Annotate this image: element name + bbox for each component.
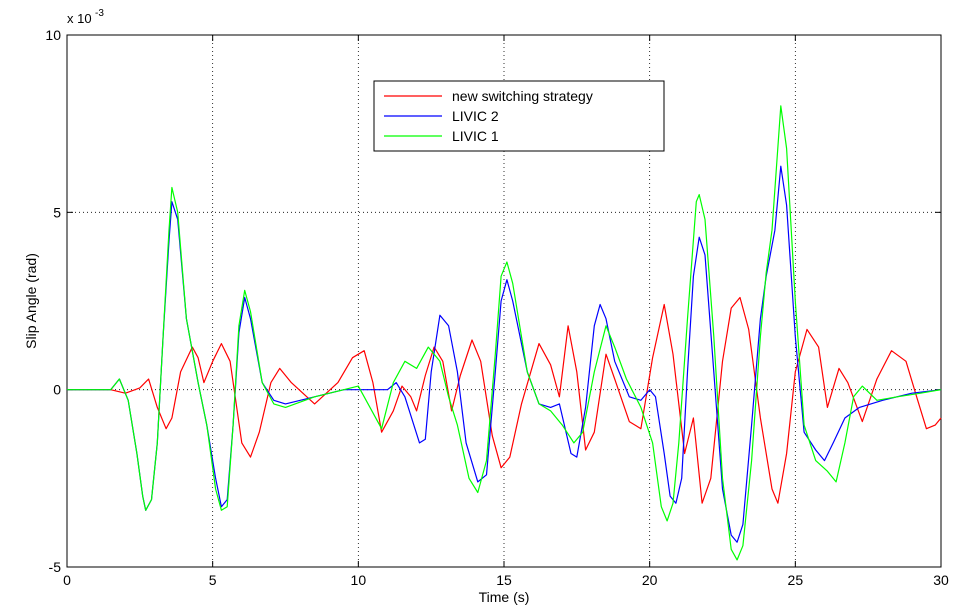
- x-tick-label: 10: [351, 572, 367, 588]
- legend-entry-livic-1: LIVIC 1: [452, 128, 499, 144]
- x-tick-label: 0: [63, 572, 71, 588]
- x-tick-label: 30: [933, 572, 949, 588]
- series-line-new-switching-strategy: [67, 296, 942, 504]
- series-layer: [67, 105, 942, 561]
- legend-entry-livic-2: LIVIC 2: [452, 108, 499, 124]
- y-scale-exponent-power: -3: [95, 8, 104, 19]
- legend-entry-new-switching-strategy: new switching strategy: [452, 88, 593, 104]
- y-tick-label: 0: [53, 382, 61, 398]
- y-tick-label: 5: [53, 204, 61, 220]
- y-scale-exponent: x 10: [67, 11, 92, 26]
- y-axis-label: Slip Angle (rad): [23, 253, 39, 349]
- x-tick-label: 15: [496, 572, 512, 588]
- x-tick-label: 25: [788, 572, 804, 588]
- y-tick-label: 10: [45, 27, 61, 43]
- y-tick-label: -5: [49, 559, 62, 575]
- x-axis-label: Time (s): [479, 589, 530, 605]
- series-line-livic-1: [67, 105, 942, 561]
- x-tick-label: 20: [642, 572, 658, 588]
- x-tick-label: 5: [209, 572, 217, 588]
- legend: new switching strategy LIVIC 2 LIVIC 1: [373, 80, 665, 152]
